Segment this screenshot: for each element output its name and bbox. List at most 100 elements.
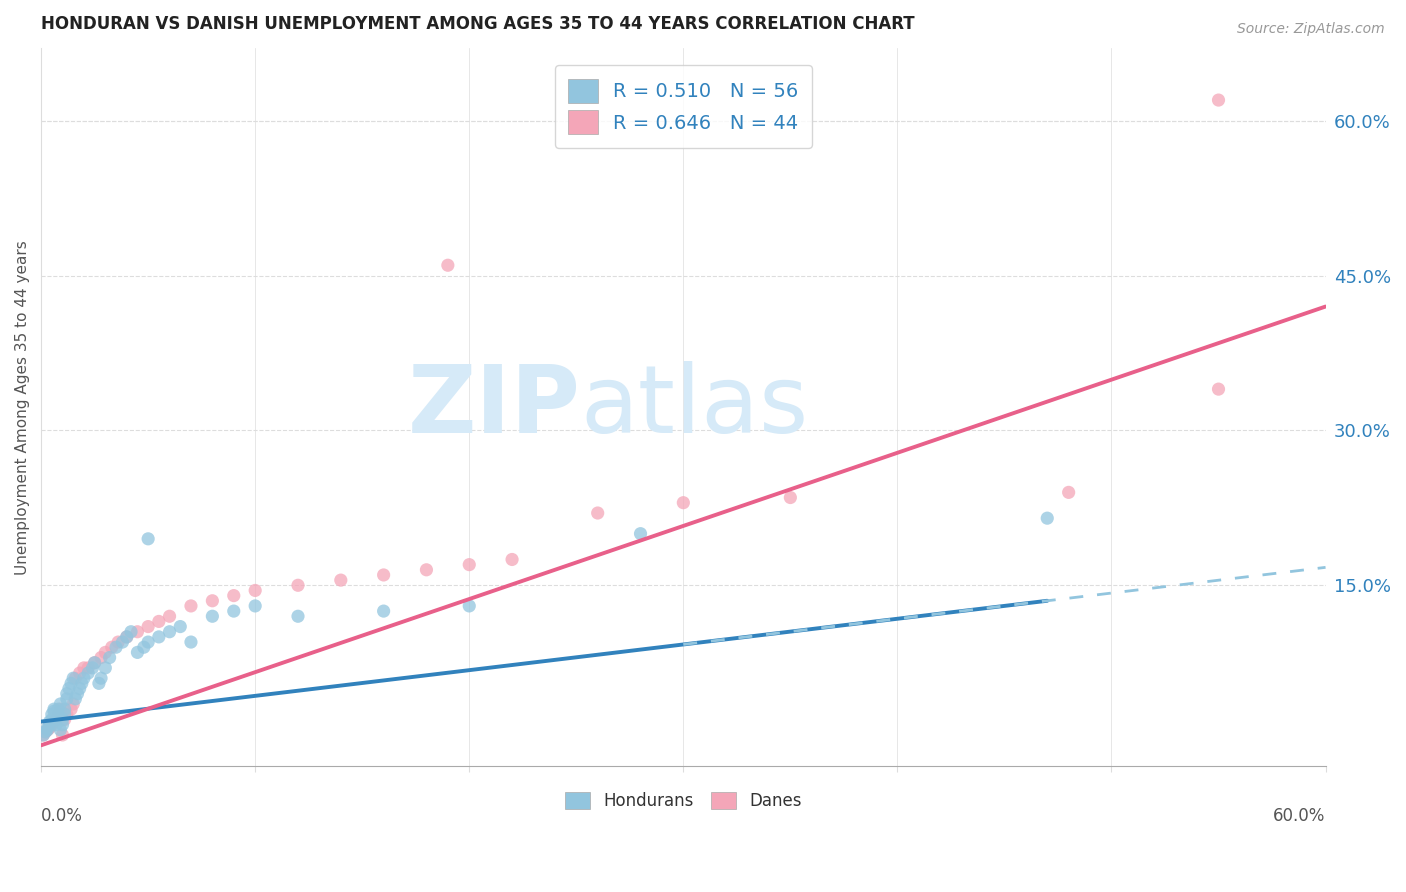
Point <box>65 691 87 706</box>
Point <box>586 506 609 520</box>
Point <box>136 619 159 633</box>
Point <box>32 728 55 742</box>
Text: Source: ZipAtlas.com: Source: ZipAtlas.com <box>1237 22 1385 37</box>
Point <box>169 619 191 633</box>
Point <box>46 707 69 722</box>
Point <box>1057 485 1080 500</box>
Point <box>136 635 159 649</box>
Point <box>69 666 91 681</box>
Point <box>287 578 309 592</box>
Point <box>58 681 80 696</box>
Point <box>105 640 128 655</box>
Point <box>180 635 202 649</box>
Point <box>65 671 87 685</box>
Point <box>243 583 266 598</box>
Point <box>243 599 266 613</box>
Point <box>42 704 65 718</box>
Point <box>69 681 91 696</box>
Point <box>201 609 224 624</box>
Text: ZIP: ZIP <box>408 361 581 453</box>
Point <box>45 713 67 727</box>
Point <box>77 666 100 681</box>
Point <box>94 645 117 659</box>
Point <box>37 721 59 735</box>
Point <box>41 717 63 731</box>
Point <box>70 676 93 690</box>
Point <box>60 676 83 690</box>
Point <box>148 615 170 629</box>
Point <box>90 671 112 685</box>
Point <box>90 650 112 665</box>
Y-axis label: Unemployment Among Ages 35 to 44 years: Unemployment Among Ages 35 to 44 years <box>15 240 30 574</box>
Point <box>41 707 63 722</box>
Point <box>127 624 149 639</box>
Point <box>49 702 72 716</box>
Legend: Hondurans, Danes: Hondurans, Danes <box>557 784 810 819</box>
Point <box>53 707 76 722</box>
Point <box>779 491 801 505</box>
Point <box>41 713 63 727</box>
Point <box>53 713 76 727</box>
Point <box>56 691 79 706</box>
Point <box>45 713 67 727</box>
Text: 60.0%: 60.0% <box>1274 807 1326 825</box>
Point <box>42 714 65 729</box>
Point <box>107 635 129 649</box>
Point <box>127 645 149 659</box>
Point <box>87 676 110 690</box>
Point <box>329 573 352 587</box>
Point <box>51 717 73 731</box>
Point <box>1036 511 1059 525</box>
Point <box>46 702 69 716</box>
Point <box>82 661 104 675</box>
Point <box>201 594 224 608</box>
Point <box>73 671 96 685</box>
Point <box>1208 382 1230 396</box>
Point <box>458 558 481 572</box>
Point <box>501 552 523 566</box>
Text: HONDURAN VS DANISH UNEMPLOYMENT AMONG AGES 35 TO 44 YEARS CORRELATION CHART: HONDURAN VS DANISH UNEMPLOYMENT AMONG AG… <box>41 15 915 33</box>
Point <box>136 532 159 546</box>
Point <box>1208 93 1230 107</box>
Point <box>51 728 73 742</box>
Point <box>630 526 652 541</box>
Point <box>83 656 105 670</box>
Point <box>34 724 56 739</box>
Point <box>45 717 67 731</box>
Point <box>373 568 395 582</box>
Point <box>66 687 89 701</box>
Point <box>56 707 79 722</box>
Point <box>120 624 142 639</box>
Point <box>111 635 134 649</box>
Text: atlas: atlas <box>581 361 808 453</box>
Point <box>437 258 460 272</box>
Point <box>37 723 59 737</box>
Point <box>148 630 170 644</box>
Point <box>73 661 96 675</box>
Point <box>60 702 83 716</box>
Point <box>62 671 84 685</box>
Point <box>132 640 155 655</box>
Point <box>38 717 60 731</box>
Point <box>49 697 72 711</box>
Point <box>287 609 309 624</box>
Point <box>373 604 395 618</box>
Point <box>56 687 79 701</box>
Point <box>32 728 55 742</box>
Point <box>62 697 84 711</box>
Point <box>159 624 181 639</box>
Point <box>34 724 56 739</box>
Point <box>38 721 60 735</box>
Point <box>77 661 100 675</box>
Point <box>115 630 138 644</box>
Point <box>100 640 122 655</box>
Text: 0.0%: 0.0% <box>41 807 83 825</box>
Point <box>42 702 65 716</box>
Point <box>46 707 69 722</box>
Point <box>672 496 695 510</box>
Point <box>38 714 60 729</box>
Point <box>180 599 202 613</box>
Point <box>222 604 245 618</box>
Point <box>458 599 481 613</box>
Point <box>94 661 117 675</box>
